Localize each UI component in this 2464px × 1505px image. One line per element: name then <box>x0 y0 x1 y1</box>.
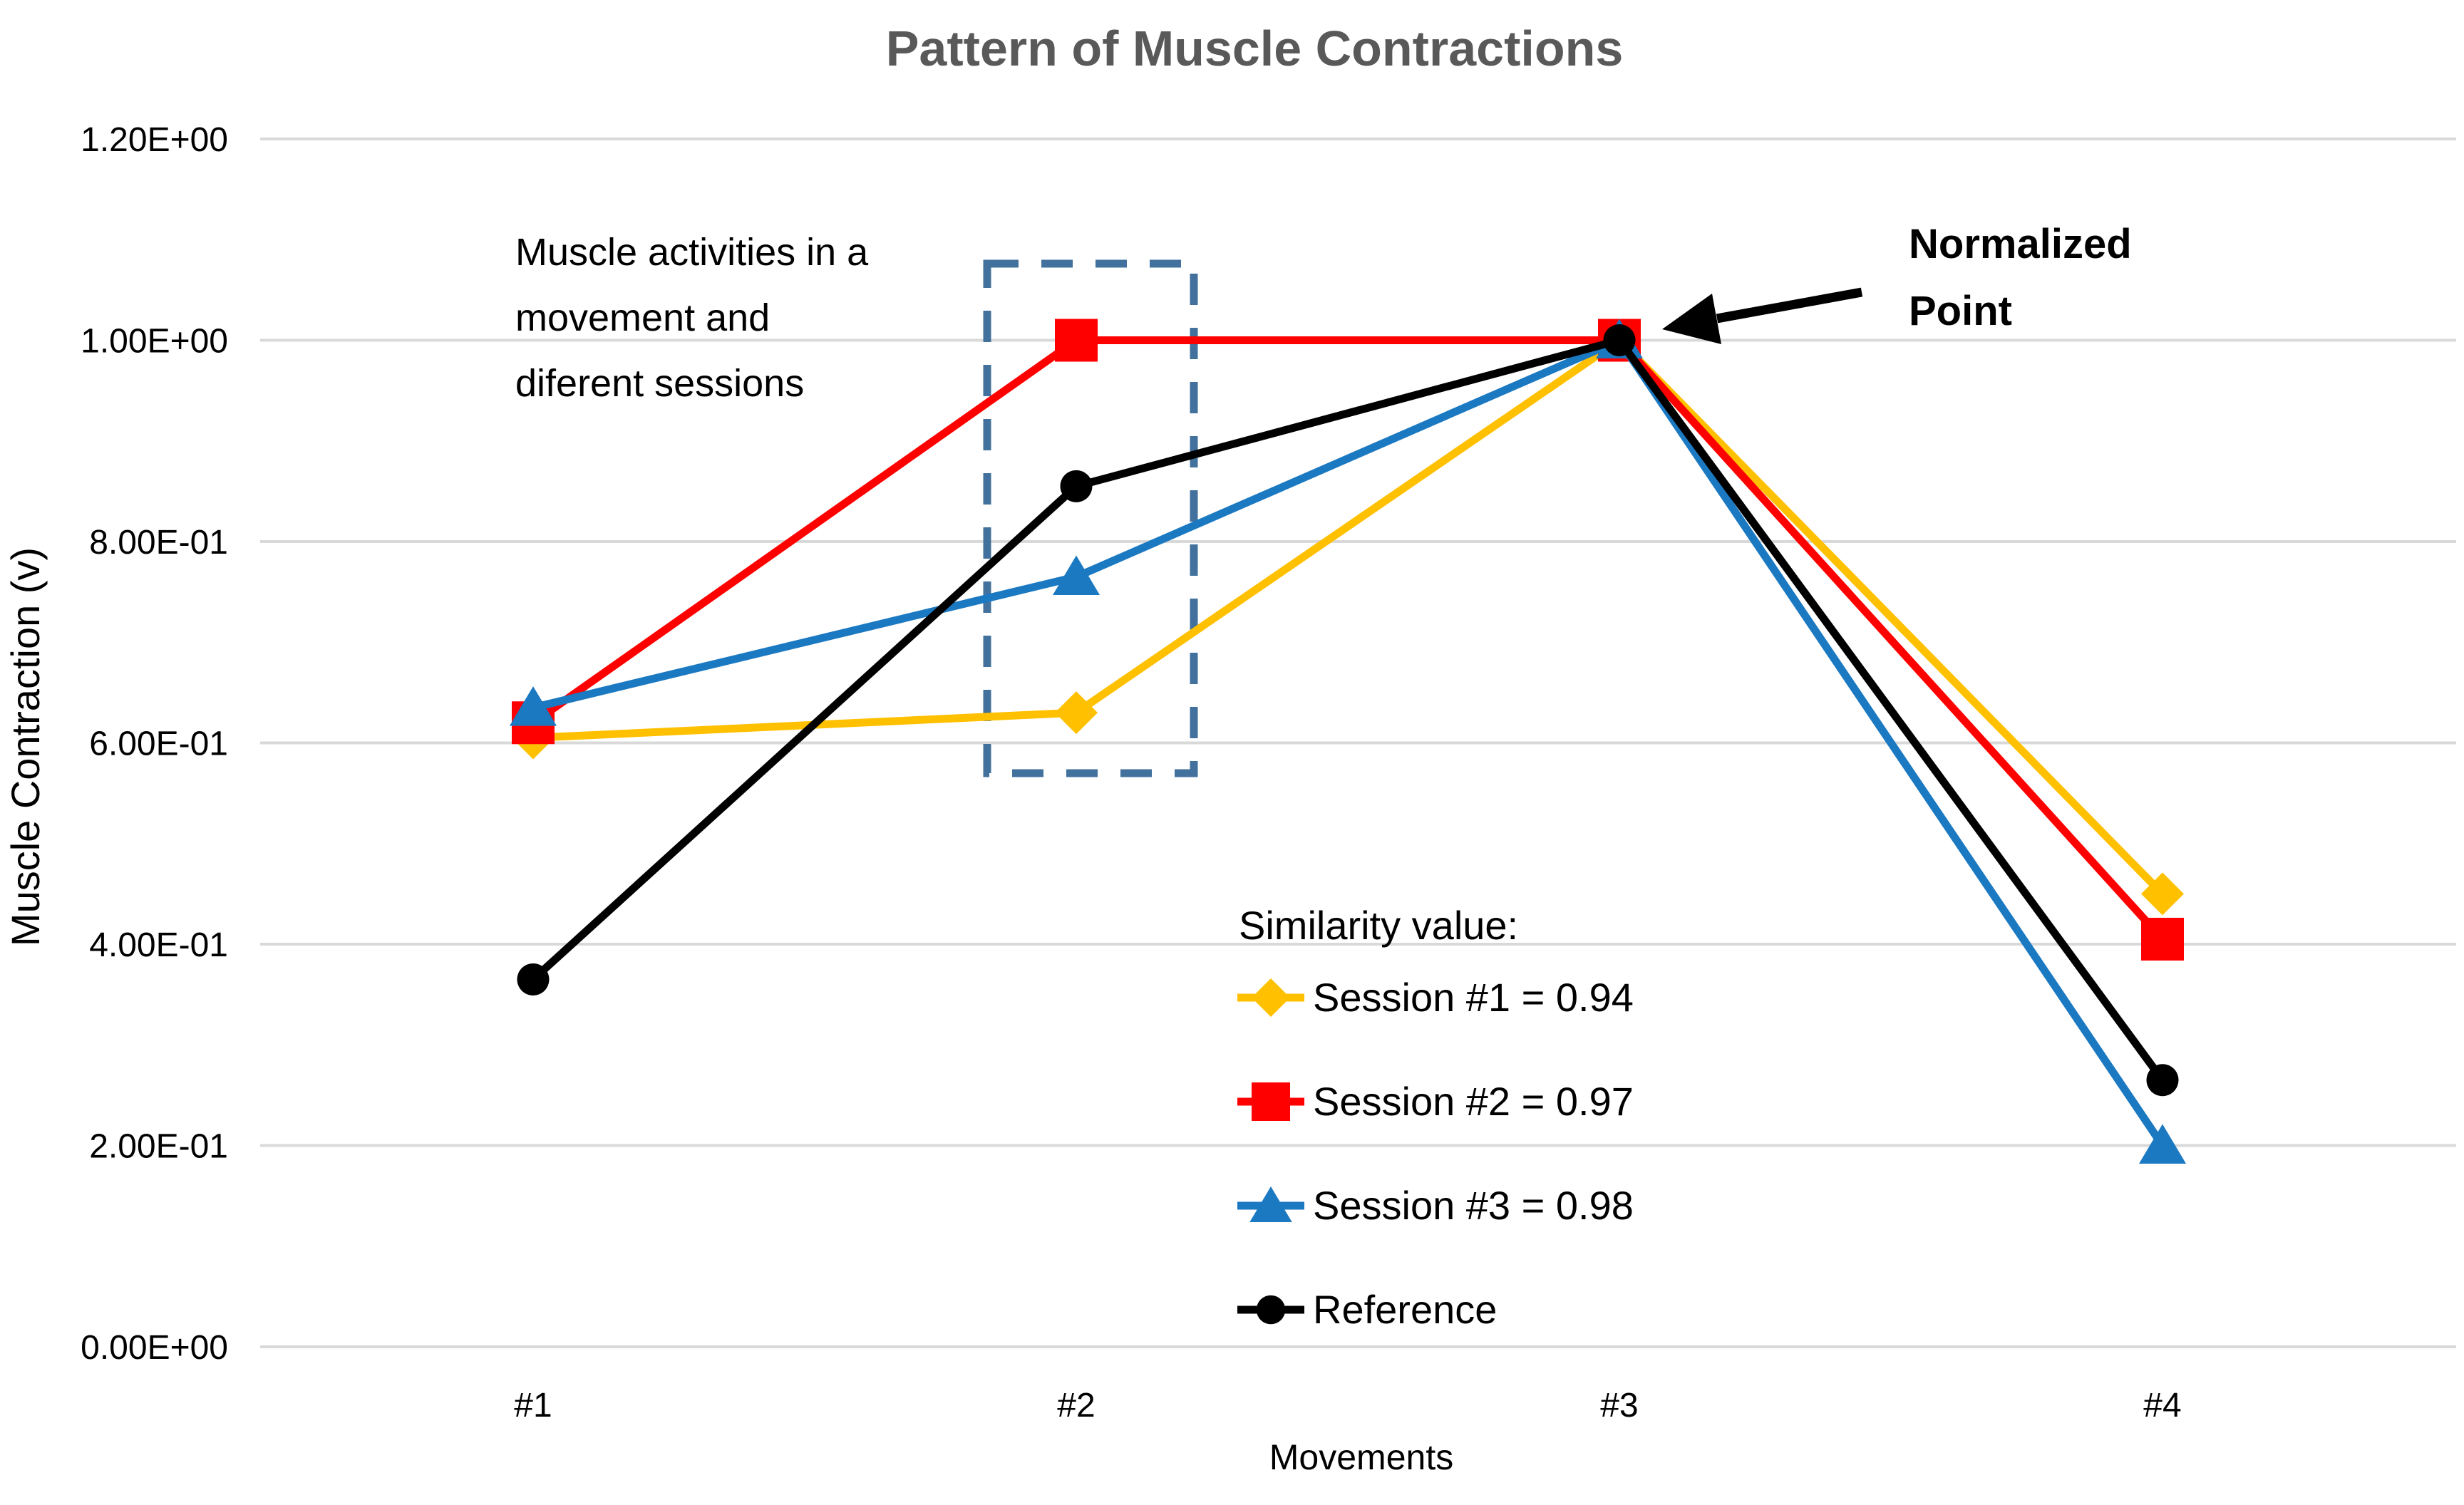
data-point-marker-triangle <box>2139 1124 2186 1164</box>
data-point-marker-circle <box>1060 470 1093 502</box>
legend-item-label: Session #1 = 0.94 <box>1313 975 1634 1020</box>
data-series-layer <box>510 319 2186 1164</box>
y-axis-title: Muscle Contraction (v) <box>3 547 48 946</box>
annotation-muscle-note: Muscle activities in a movement and dife… <box>515 231 869 405</box>
legend-item-label: Reference <box>1313 1287 1497 1332</box>
data-point-marker-diamond <box>1055 691 1098 735</box>
data-point-marker-square <box>1055 319 1098 362</box>
y-tick-label: 1.00E+00 <box>81 323 228 361</box>
legend-item-label: Session #2 = 0.97 <box>1313 1079 1634 1124</box>
normalized-point-line: Normalized <box>1909 221 2132 267</box>
axis-ticks-layer: 0.00E+00 2.00E-01 4.00E-01 6.00E-01 8.00E-01… <box>81 121 2182 1424</box>
arrow-head <box>1662 294 1721 344</box>
annotation-normalized-point: Normalized Point <box>1909 221 2132 334</box>
data-point-marker-triangle <box>1249 1186 1292 1222</box>
x-tick-label: #1 <box>514 1387 552 1424</box>
y-tick-label: 6.00E-01 <box>89 725 228 763</box>
normalized-point-arrow <box>1662 287 1863 344</box>
y-tick-label: 2.00E-01 <box>89 1128 228 1166</box>
muscle-note-line: diferent sessions <box>515 362 804 405</box>
data-point-marker-square <box>2141 917 2184 961</box>
legend-item: Reference <box>1237 1287 1497 1332</box>
series-session-#3-0-98 <box>510 319 2186 1164</box>
x-tick-label: #3 <box>1600 1387 1638 1424</box>
series-line <box>529 336 2167 898</box>
muscle-note-line: Muscle activities in a <box>515 231 869 274</box>
x-tick-label: #4 <box>2143 1387 2181 1424</box>
data-point-marker-square <box>1252 1082 1290 1121</box>
normalized-point-line: Point <box>1909 288 2012 334</box>
y-tick-label: 0.00E+00 <box>81 1329 228 1367</box>
y-tick-label: 1.20E+00 <box>81 121 228 159</box>
x-axis-title: Movements <box>1269 1437 1453 1477</box>
data-point-marker-diamond <box>1252 978 1290 1017</box>
series-session-#1-0-94 <box>512 319 2184 916</box>
data-point-marker-triangle <box>1053 555 1100 595</box>
chart-title: Pattern of Muscle Contractions <box>886 21 1624 76</box>
legend-heading: Similarity value: <box>1239 903 1518 948</box>
legend-item: Session #1 = 0.94 <box>1237 975 1634 1020</box>
y-tick-label: 4.00E-01 <box>89 926 228 964</box>
legend-item: Session #2 = 0.97 <box>1237 1079 1634 1124</box>
legend-item: Session #3 = 0.98 <box>1237 1183 1634 1228</box>
data-point-marker-triangle <box>510 686 557 726</box>
series-line <box>529 336 2167 1149</box>
series-reference <box>517 324 2179 1097</box>
data-point-marker-circle <box>2146 1064 2179 1097</box>
data-point-marker-circle <box>1603 324 1636 356</box>
movement2-highlight-dashed-box <box>983 259 1198 777</box>
series-line <box>529 336 2167 943</box>
y-tick-label: 8.00E-01 <box>89 524 228 562</box>
data-point-marker-diamond <box>2141 872 2184 916</box>
data-point-marker-circle <box>1256 1295 1286 1325</box>
muscle-note-line: movement and <box>515 296 770 339</box>
x-tick-label: #2 <box>1057 1387 1095 1424</box>
series-line <box>529 336 2167 1085</box>
legend-item-label: Session #3 = 0.98 <box>1313 1183 1634 1228</box>
legend: Similarity value: Session #1 = 0.94 Sessi… <box>1237 903 1634 1332</box>
arrow-shaft <box>1716 287 1863 324</box>
data-point-marker-circle <box>517 963 550 995</box>
